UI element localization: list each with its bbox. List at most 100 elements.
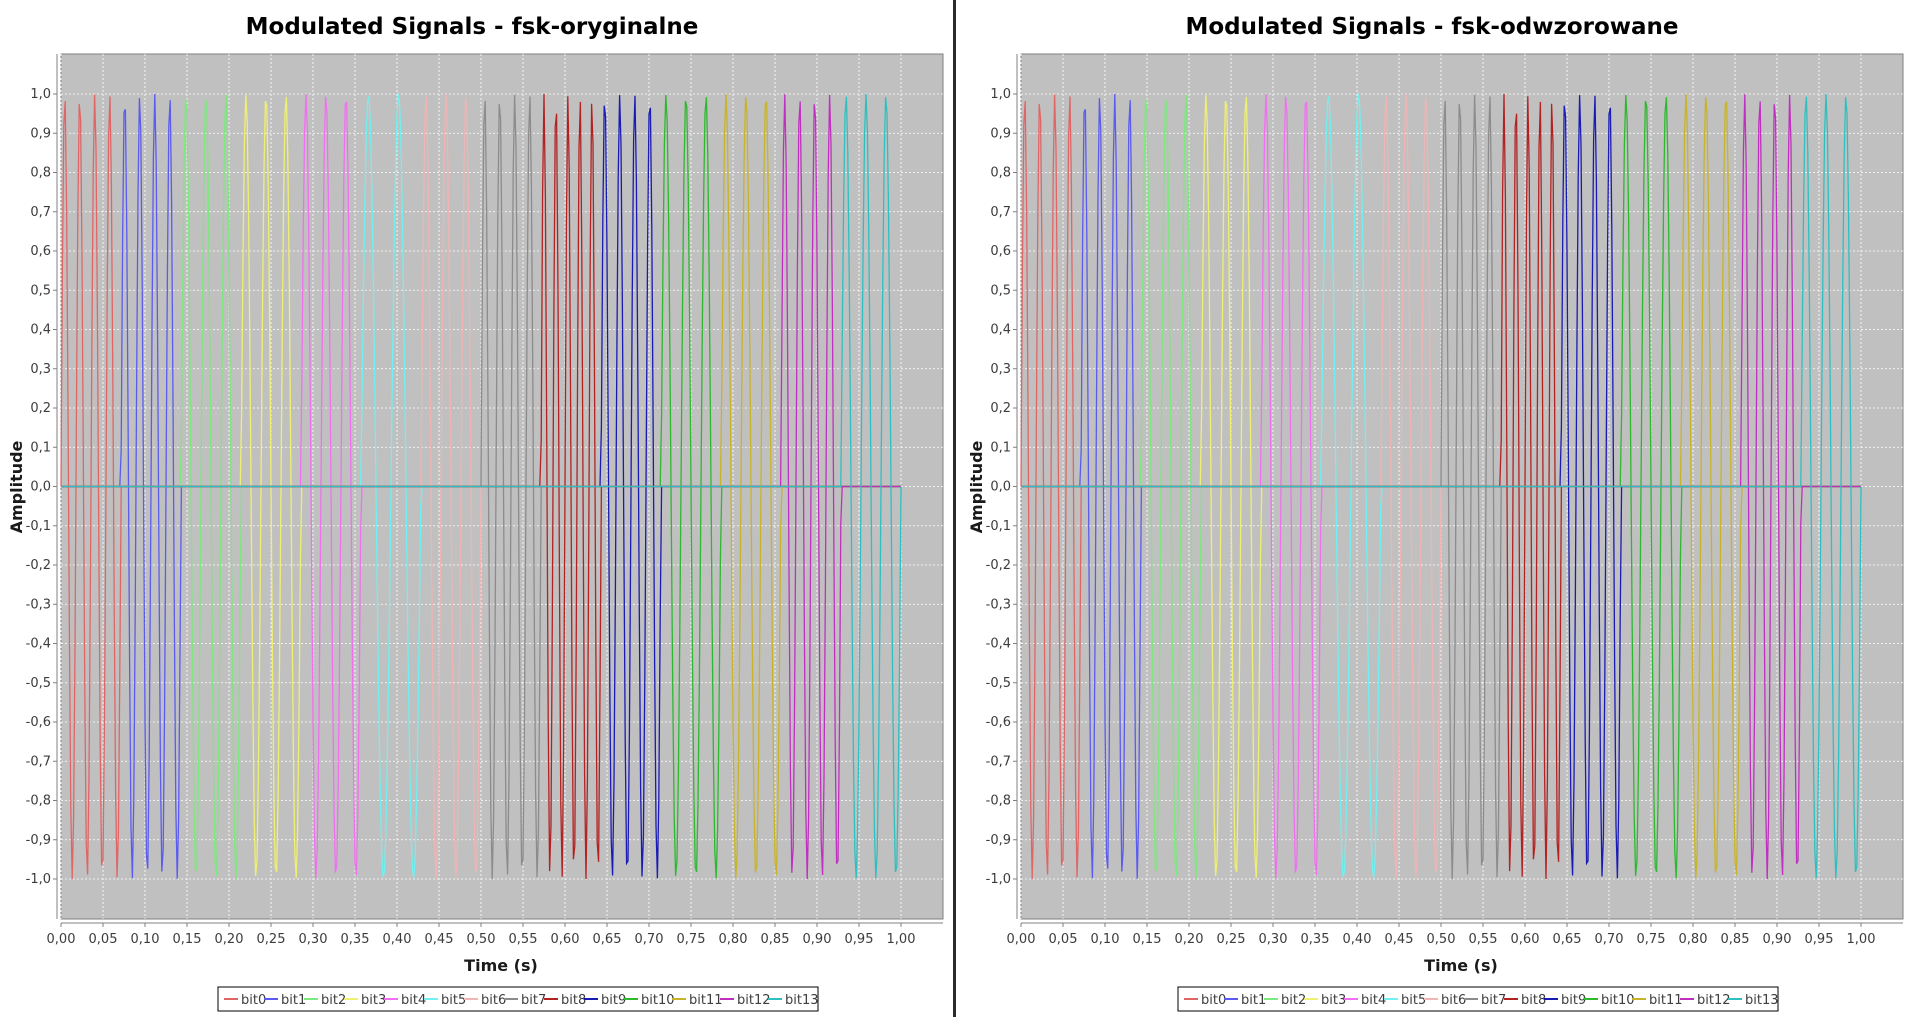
x-tick-label: 0,50 bbox=[467, 932, 496, 947]
legend-label-bit10: bit10 bbox=[1601, 993, 1635, 1008]
legend-label-bit4: bit4 bbox=[1361, 993, 1386, 1008]
y-tick-label: 0,4 bbox=[990, 323, 1011, 338]
x-tick-label: 0,95 bbox=[845, 932, 874, 947]
y-tick-label: 0,9 bbox=[30, 126, 51, 141]
x-axis-label: Time (s) bbox=[464, 956, 538, 975]
legend-label-bit3: bit3 bbox=[361, 993, 386, 1008]
y-tick-label: 0,5 bbox=[990, 283, 1011, 298]
chart-title: Modulated Signals - fsk-oryginalne bbox=[246, 14, 699, 40]
legend-label-bit12: bit12 bbox=[737, 993, 771, 1008]
x-ticks: 0,00 0,05 0,10 0,15 0,20 0,25 0,30 0,35 0,40 0,45… bbox=[1007, 923, 1876, 947]
x-tick-label: 0,70 bbox=[1595, 932, 1624, 947]
legend-label-bit9: bit9 bbox=[601, 993, 626, 1008]
y-tick-label: -0,7 bbox=[26, 754, 51, 769]
y-ticks: 1,0 0,9 0,8 0,7 0,6 0,5 0,4 0,3 0,2 0,1 0,0 -0,1 -0,… bbox=[986, 87, 1017, 887]
y-tick-label: -0,6 bbox=[986, 715, 1011, 730]
y-tick-label: 0,3 bbox=[990, 362, 1011, 377]
x-tick-label: 0,70 bbox=[635, 932, 664, 947]
x-tick-label: 0,60 bbox=[1511, 932, 1540, 947]
y-tick-label: -0,1 bbox=[986, 519, 1011, 534]
x-tick-label: 0,40 bbox=[383, 932, 412, 947]
legend-label-bit13: bit13 bbox=[1745, 993, 1779, 1008]
legend-label-bit0: bit0 bbox=[241, 993, 266, 1008]
y-tick-label: 0,1 bbox=[990, 440, 1011, 455]
y-tick-label: 0,2 bbox=[990, 401, 1011, 416]
x-tick-label: 0,75 bbox=[677, 932, 706, 947]
legend-label-bit1: bit1 bbox=[281, 993, 306, 1008]
x-tick-label: 0,80 bbox=[1679, 932, 1708, 947]
x-tick-label: 0,60 bbox=[551, 932, 580, 947]
x-tick-label: 0,10 bbox=[131, 932, 160, 947]
x-tick-label: 0,20 bbox=[1175, 932, 1204, 947]
legend-label-bit9: bit9 bbox=[1561, 993, 1586, 1008]
x-tick-label: 0,20 bbox=[215, 932, 244, 947]
x-tick-label: 0,35 bbox=[1301, 932, 1330, 947]
x-tick-label: 0,00 bbox=[1007, 932, 1036, 947]
legend-label-bit11: bit11 bbox=[689, 993, 723, 1008]
series-line-bit13 bbox=[61, 93, 902, 879]
x-tick-label: 0,90 bbox=[803, 932, 832, 947]
x-tick-label: 0,90 bbox=[1763, 932, 1792, 947]
legend-label-bit2: bit2 bbox=[321, 993, 346, 1008]
legend-label-bit4: bit4 bbox=[401, 993, 426, 1008]
y-tick-label: -0,3 bbox=[26, 597, 51, 612]
y-tick-label: 0,3 bbox=[30, 362, 51, 377]
chart-reconstructed[interactable]: Modulated Signals - fsk-odwzorowane 1,00… bbox=[956, 0, 1914, 1017]
x-tick-label: 0,55 bbox=[509, 932, 538, 947]
y-tick-label: -1,0 bbox=[26, 872, 51, 887]
y-tick-label: 1,0 bbox=[990, 87, 1011, 102]
x-tick-label: 0,15 bbox=[173, 932, 202, 947]
x-tick-label: 0,05 bbox=[89, 932, 118, 947]
y-axis-label: Amplitude bbox=[7, 440, 26, 533]
y-tick-label: -1,0 bbox=[986, 872, 1011, 887]
x-tick-label: 0,45 bbox=[425, 932, 454, 947]
y-tick-label: 0,8 bbox=[30, 166, 51, 181]
x-tick-label: 0,10 bbox=[1091, 932, 1120, 947]
y-tick-label: -0,4 bbox=[26, 637, 51, 652]
y-tick-label: -0,6 bbox=[26, 715, 51, 730]
y-tick-label: 1,0 bbox=[30, 87, 51, 102]
x-tick-label: 1,00 bbox=[1847, 932, 1876, 947]
legend-label-bit12: bit12 bbox=[1697, 993, 1731, 1008]
x-tick-label: 1,00 bbox=[887, 932, 916, 947]
y-tick-label: 0,4 bbox=[30, 323, 51, 338]
legend-label-bit5: bit5 bbox=[1401, 993, 1426, 1008]
series-line-bit13 bbox=[1021, 93, 1862, 879]
chart-panel-reconstructed: Modulated Signals - fsk-odwzorowane 1,0 0… bbox=[956, 0, 1914, 1017]
split-divider[interactable] bbox=[953, 0, 956, 1017]
chart-panel-original: Modulated Signals - fsk-oryginalne 1,0 0,… bbox=[0, 0, 953, 1017]
y-tick-label: 0,7 bbox=[30, 205, 51, 220]
x-tick-label: 0,85 bbox=[1721, 932, 1750, 947]
y-tick-label: 0,1 bbox=[30, 440, 51, 455]
x-tick-label: 0,35 bbox=[341, 932, 370, 947]
y-tick-label: -0,9 bbox=[26, 833, 51, 848]
legend-label-bit13: bit13 bbox=[785, 993, 819, 1008]
legend-label-bit6: bit6 bbox=[481, 993, 506, 1008]
y-tick-label: -0,2 bbox=[26, 558, 51, 573]
legend-label-bit3: bit3 bbox=[1321, 993, 1346, 1008]
y-tick-label: -0,5 bbox=[26, 676, 51, 691]
x-tick-label: 0,25 bbox=[257, 932, 286, 947]
legend-label-bit7: bit7 bbox=[1481, 993, 1506, 1008]
x-tick-label: 0,30 bbox=[299, 932, 328, 947]
signal-series bbox=[60, 93, 902, 880]
chart-original[interactable]: Modulated Signals - fsk-oryginalne 1,0 0,… bbox=[0, 0, 953, 1017]
x-tick-label: 0,05 bbox=[1049, 932, 1078, 947]
y-tick-label: -0,8 bbox=[26, 794, 51, 809]
y-tick-label: -0,1 bbox=[26, 519, 51, 534]
legend-label-bit6: bit6 bbox=[1441, 993, 1466, 1008]
x-tick-label: 0,45 bbox=[1385, 932, 1414, 947]
chart-title: Modulated Signals - fsk-odwzorowane bbox=[1185, 14, 1678, 40]
y-tick-label: 0,8 bbox=[990, 166, 1011, 181]
y-tick-label: -0,7 bbox=[986, 754, 1011, 769]
y-tick-label: -0,9 bbox=[986, 833, 1011, 848]
x-tick-label: 0,15 bbox=[1133, 932, 1162, 947]
x-tick-label: 0,75 bbox=[1637, 932, 1666, 947]
x-tick-label: 0,80 bbox=[719, 932, 748, 947]
legend: bit0 bit1 bit2 bit3 bit4 bit5 bit6 bit7 bit8 bit9… bbox=[1177, 986, 1779, 1012]
y-tick-label: -0,3 bbox=[986, 597, 1011, 612]
x-tick-label: 0,30 bbox=[1259, 932, 1288, 947]
legend-label-bit0: bit0 bbox=[1201, 993, 1226, 1008]
y-tick-label: -0,2 bbox=[986, 558, 1011, 573]
